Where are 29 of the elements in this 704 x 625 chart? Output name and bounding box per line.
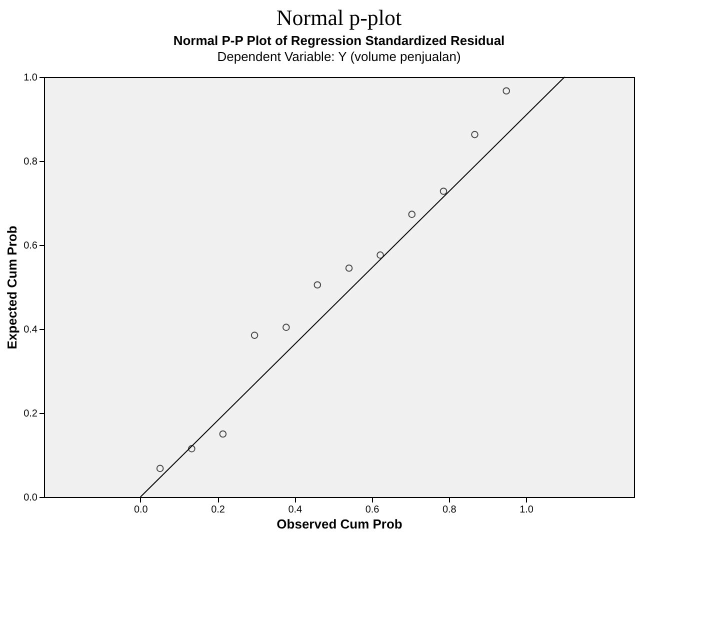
- point: [502, 87, 510, 95]
- x-axis-title: Observed Cum Prob: [276, 516, 402, 532]
- x-tick-label: 0.6: [365, 504, 380, 516]
- point: [408, 210, 416, 218]
- y-tick-label: 0.4: [24, 324, 38, 336]
- point: [250, 332, 258, 339]
- y-tick-label: 0.8: [24, 156, 38, 168]
- point: [314, 281, 322, 289]
- y-tick-label: 1.0: [24, 72, 38, 84]
- y-tick-label: 0.6: [24, 240, 38, 252]
- point: [471, 130, 478, 138]
- x-tick-label: 0.4: [288, 504, 303, 516]
- text: Normal p-plot: [276, 5, 402, 30]
- point: [219, 430, 227, 438]
- chart-subtitle: Dependent Variable: Y (volume penjualan): [217, 49, 461, 64]
- point: [156, 464, 164, 472]
- point: [188, 445, 196, 452]
- x-tick-label: 0.0: [134, 504, 148, 516]
- point: [376, 251, 384, 259]
- y-axis-title: Expected Cum Prob: [4, 226, 20, 350]
- chart-title: Normal P-P Plot of Regression Standardized Residual: [173, 33, 505, 48]
- x-tick-label: 0.8: [442, 504, 457, 516]
- point: [345, 264, 353, 272]
- point: [282, 324, 290, 331]
- y-tick-label: 0.0: [24, 492, 38, 504]
- y-tick-label: 0.2: [24, 408, 38, 420]
- x-tick-label: 0.2: [211, 504, 226, 516]
- x-tick-label: 1.0: [520, 504, 534, 516]
- point: [440, 188, 448, 195]
